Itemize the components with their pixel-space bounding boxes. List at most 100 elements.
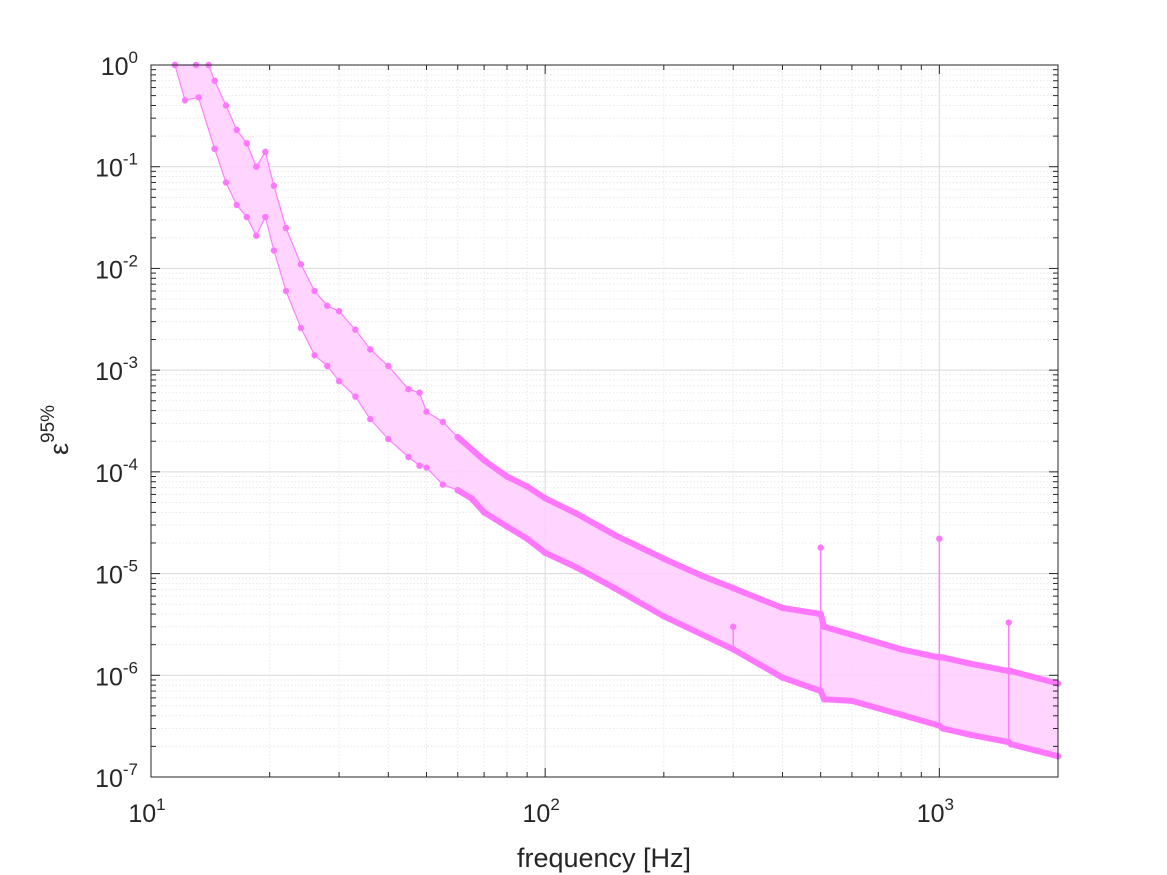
upper-bound-point (503, 473, 511, 480)
lower-bound-point (324, 362, 331, 370)
lower-bound-point (222, 179, 230, 186)
lower-bound-point (352, 393, 359, 400)
spike-point (936, 535, 943, 542)
lower-bound-point (253, 232, 260, 239)
x-tick-label-exponent: 1 (156, 795, 165, 814)
upper-bound-point (233, 126, 240, 134)
upper-bound-markers-dense (454, 434, 1061, 687)
lower-bound-point (611, 584, 618, 592)
upper-bound-point (573, 510, 580, 517)
y-axis-label-base: ε (44, 443, 74, 455)
grid (150, 64, 1059, 778)
lower-bound-point (243, 213, 250, 221)
lower-bound-point (779, 674, 786, 681)
y-tick-label-exponent: -2 (123, 251, 138, 270)
upper-bound-point (253, 163, 260, 170)
upper-bound-point (698, 572, 706, 580)
lower-bound-point (367, 415, 374, 423)
x-tick-label-exponent: 2 (550, 795, 559, 814)
y-tick-label: 10-5 (95, 557, 138, 590)
upper-bound-point (222, 102, 230, 109)
lower-bound-point (297, 324, 305, 332)
upper-bound-point (416, 389, 423, 396)
y-tick-label-exponent: -1 (123, 150, 138, 169)
lower-bound-point (195, 94, 202, 101)
upper-bound-point (817, 610, 824, 618)
y-tick-label-base: 10 (95, 358, 123, 386)
upper-bound-point (262, 148, 269, 156)
lower-bound-point (820, 696, 828, 703)
x-tick-label-exponent: 3 (945, 795, 954, 814)
lower-bound-point (181, 97, 189, 104)
lower-bound-point (405, 453, 412, 461)
x-tick-label-base: 10 (523, 800, 551, 828)
lower-bound-point (939, 725, 946, 732)
lower-bound-point (211, 145, 218, 153)
upper-bound-point (423, 408, 430, 415)
upper-bound-point (820, 623, 828, 630)
lower-bound-point (730, 646, 737, 653)
lower-bound-point (423, 464, 430, 471)
y-tick-label-base: 10 (95, 256, 123, 284)
lower-bound-point (480, 509, 488, 516)
lower-bound-point (270, 247, 278, 254)
y-tick-label-base: 10 (95, 663, 123, 691)
upper-bound-point (324, 302, 331, 309)
y-tick-label-exponent: -7 (123, 760, 138, 779)
lower-bound-point (311, 352, 318, 359)
upper-bound-point (1007, 667, 1015, 675)
lower-bound-point (573, 564, 580, 571)
lower-bound-point (282, 287, 290, 295)
y-tick-label: 10-1 (95, 150, 138, 183)
y-tick-label-exponent: 0 (129, 48, 138, 67)
confidence-band (171, 61, 1062, 760)
axes-box (150, 64, 1059, 778)
upper-bound-point (454, 433, 461, 441)
band-fill (174, 65, 1058, 757)
upper-bound-point (367, 346, 374, 353)
x-tick-label-base: 10 (128, 800, 156, 828)
svg-text:ε95%: ε95% (38, 405, 74, 455)
upper-bound-point (730, 584, 737, 592)
upper-bound-point (311, 287, 318, 295)
lower-bound-point (1007, 741, 1015, 748)
lower-bound-point (439, 481, 447, 488)
upper-bound-point (541, 495, 549, 502)
upper-bound-point (897, 646, 905, 653)
upper-bound-point (335, 307, 343, 315)
upper-bound-point (939, 654, 946, 661)
lower-bound-point (967, 731, 974, 738)
lower-bound-point (468, 495, 475, 502)
upper-bound-point (660, 555, 668, 562)
upper-bound-point (385, 362, 392, 370)
x-tick-label: 102 (523, 795, 560, 828)
y-tick-label-base: 10 (95, 562, 123, 590)
upper-bound-point (779, 604, 786, 612)
y-axis-label-superscript: 95% (38, 405, 59, 443)
upper-bound-point (611, 531, 618, 539)
upper-bound-point (352, 326, 359, 333)
y-tick-label-base: 10 (95, 460, 123, 488)
x-tick-label: 101 (128, 795, 165, 828)
y-tick-label-exponent: -4 (123, 455, 138, 474)
lower-bound-point (454, 487, 461, 494)
x-axis-label: frequency [Hz] (517, 843, 691, 873)
spike-point (1005, 619, 1012, 626)
lower-bound-point (262, 213, 269, 221)
y-tick-label: 10-2 (95, 251, 138, 284)
lower-bound-point (817, 687, 824, 695)
x-tick-label: 103 (917, 795, 954, 828)
upper-bound-point (741, 589, 748, 596)
upper-bound-point (270, 182, 278, 189)
lower-bound-point (385, 435, 392, 443)
upper-bound-point (282, 224, 290, 232)
y-tick-label: 10-4 (95, 455, 138, 488)
upper-bound-point (480, 457, 488, 464)
y-tick-label: 10-6 (95, 658, 138, 691)
upper-bound-point (848, 631, 856, 639)
y-tick-label: 100 (101, 48, 138, 81)
lower-bound-point (848, 697, 856, 705)
upper-bound-point (297, 261, 305, 268)
